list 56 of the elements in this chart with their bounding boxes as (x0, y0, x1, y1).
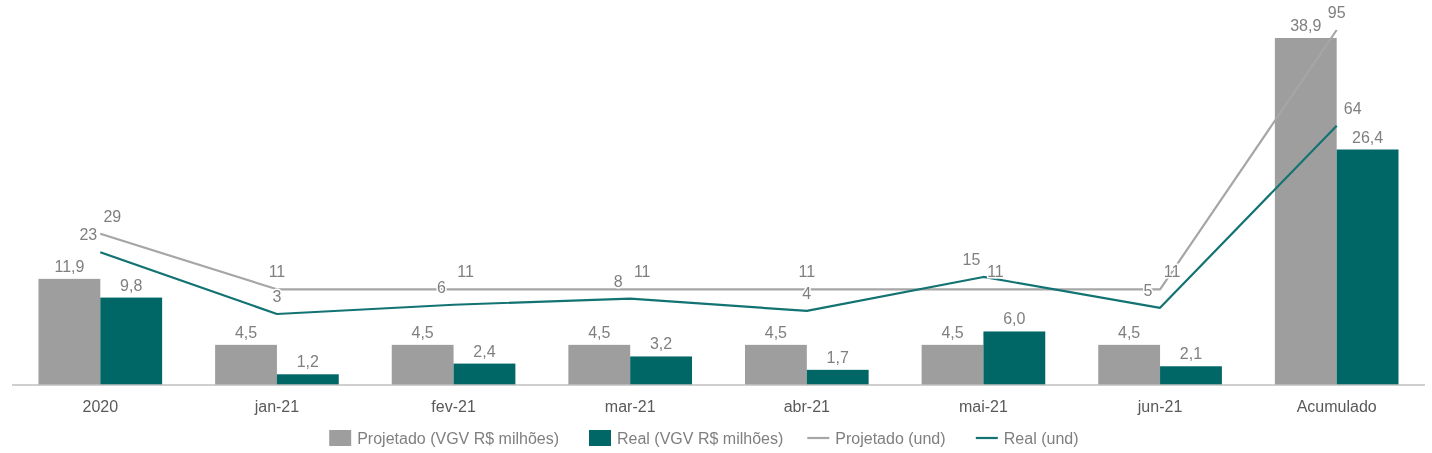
bar (744, 344, 807, 385)
bar (1336, 149, 1399, 385)
data-label: 29 (103, 207, 122, 225)
data-label: 11 (457, 263, 474, 281)
data-label: 4,5 (588, 323, 611, 341)
data-label: 11 (268, 263, 286, 281)
data-label: 11 (798, 263, 816, 281)
data-label: 2,1 (1179, 345, 1203, 363)
x-tick-label: 2020 (82, 398, 119, 415)
data-label: 38,9 (1290, 17, 1322, 34)
data-label: 4,5 (234, 323, 258, 341)
bar (215, 344, 277, 385)
x-tick-label: Acumulado (1296, 398, 1377, 415)
data-label: 9,8 (120, 276, 143, 294)
data-label: 95 (1327, 4, 1346, 21)
data-label: 11 (987, 263, 1004, 281)
bar (983, 331, 1046, 385)
bar (806, 369, 869, 385)
data-label: 3,2 (649, 335, 673, 353)
bar (1160, 366, 1222, 385)
data-label: 11,9 (54, 257, 85, 275)
data-label: 8 (613, 272, 623, 290)
x-tick-label: mai-21 (958, 398, 1008, 415)
data-label: 4,5 (764, 323, 788, 341)
data-label: 2,4 (473, 342, 496, 360)
bar (276, 374, 339, 385)
data-label: 4,5 (411, 323, 434, 341)
data-label: 15 (962, 250, 981, 268)
x-tick-label: mar-21 (604, 398, 656, 415)
data-label: 64 (1343, 99, 1362, 117)
bar (1098, 344, 1161, 385)
legend-label: Projetado (und) (835, 430, 946, 447)
x-tick-label: fev-21 (431, 398, 476, 415)
data-label: 4,5 (941, 323, 964, 341)
data-label: 3 (272, 288, 282, 305)
data-label: 1,7 (826, 348, 849, 366)
bar (391, 344, 454, 385)
data-label: 26,4 (1352, 128, 1384, 146)
x-tick-label: abr-21 (783, 398, 831, 415)
data-label: 4 (802, 284, 812, 302)
bar (568, 344, 631, 385)
bar (453, 363, 516, 385)
data-label: 1,2 (296, 353, 320, 371)
legend-label: Real (VGV R$ milhões) (617, 430, 784, 447)
bar (630, 356, 693, 385)
legend-label: Real (und) (1003, 430, 1079, 447)
data-label: 6,0 (1003, 310, 1026, 328)
data-label: 4,5 (1118, 323, 1141, 341)
data-label: 23 (79, 226, 98, 244)
bar (100, 297, 163, 385)
bar (921, 344, 984, 385)
legend-label: Projetado (VGV R$ milhões) (357, 430, 560, 447)
x-tick-label: jan-21 (253, 398, 300, 415)
data-label: 11 (633, 263, 651, 281)
x-tick-label: jun-21 (1136, 398, 1183, 415)
bar (38, 278, 101, 385)
